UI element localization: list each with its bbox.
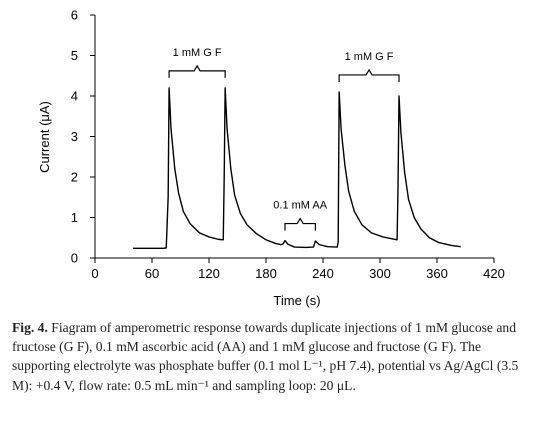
x-tick-label: 300: [369, 266, 391, 281]
x-tick-label: 0: [91, 266, 98, 281]
annotation-bracket: [284, 217, 316, 231]
caption-text: Fiagram of amperometric response towards…: [12, 320, 519, 393]
y-tick-label: 6: [71, 8, 78, 23]
y-tick-label: 3: [71, 129, 78, 144]
x-tick-label: 360: [426, 266, 448, 281]
annotation-label: 1 mM G F: [173, 47, 222, 59]
x-tick-label: 180: [255, 266, 277, 281]
current-trace: [133, 87, 461, 249]
x-tick-label: 240: [312, 266, 334, 281]
annotation-layer: 1 mM G F 0.1 mM AA 1 mM G F: [168, 47, 400, 231]
x-axis-title: Time (s): [273, 293, 320, 308]
y-tick-label: 5: [71, 48, 78, 63]
x-tick-label: 420: [483, 266, 505, 281]
annotation-bracket: [168, 64, 226, 78]
curve-layer: [133, 87, 461, 249]
x-tick-label: 60: [145, 266, 159, 281]
y-tick-label: 2: [71, 170, 78, 185]
annotation-label: 1 mM G F: [345, 51, 394, 63]
annotation-bracket: [338, 68, 400, 82]
y-tick-label: 0: [71, 251, 78, 266]
figure-label: Fig. 4.: [12, 320, 48, 335]
y-tick-label: 1: [71, 210, 78, 225]
y-tick-label: 4: [71, 89, 78, 104]
y-axis-title: Current (μA): [37, 101, 52, 173]
annotation-label: 0.1 mM AA: [273, 200, 327, 212]
x-tick-label: 120: [198, 266, 220, 281]
figure-caption: Fig. 4. Fiagram of amperometric response…: [12, 318, 532, 395]
amperometric-chart: 0 60 120 180 240 300 360 420 0 1 2 3 4 5 6 1 mM G F 0.1…: [37, 8, 505, 309]
axes: 0 60 120 180 240 300 360 420 0 1 2 3 4 5 6: [71, 8, 505, 282]
